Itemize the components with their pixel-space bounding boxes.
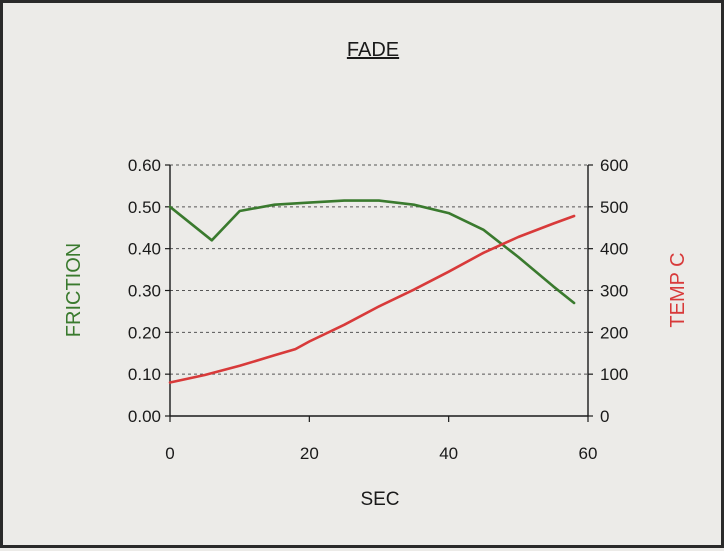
- x-tick-label: 0: [165, 444, 174, 463]
- x-axis-label: SEC: [360, 489, 399, 510]
- y-right-tick-label: 300: [600, 282, 628, 301]
- y-right-tick-label: 400: [600, 240, 628, 259]
- y-left-tick-label: 0.00: [128, 407, 161, 426]
- x-tick-label: 20: [300, 444, 319, 463]
- y-right-tick-label: 200: [600, 323, 628, 342]
- chart-title: FADE: [347, 39, 399, 61]
- y-left-tick-label: 0.10: [128, 365, 161, 384]
- y-right-tick-label: 600: [600, 156, 628, 175]
- y-axis-label-left: FRICTION: [63, 243, 85, 337]
- y-left-tick-label: 0.30: [128, 282, 161, 301]
- y-left-tick-label: 0.50: [128, 198, 161, 217]
- series-lines: [168, 199, 576, 384]
- y-left-tick-label: 0.60: [128, 156, 161, 175]
- x-tick-label: 40: [439, 444, 458, 463]
- x-tick-label: 60: [579, 444, 598, 463]
- y-left-tick-label: 0.20: [128, 323, 161, 342]
- axes: 0.000.100.200.300.400.500.60010020030040…: [128, 156, 628, 463]
- y-right-tick-label: 0: [600, 407, 609, 426]
- y-right-tick-label: 500: [600, 198, 628, 217]
- y-left-tick-label: 0.40: [128, 240, 161, 259]
- fade-chart: FADE 0.000.100.200.300.400.500.600100200…: [63, 39, 689, 510]
- temp-series-line: [168, 214, 576, 384]
- friction-series-line: [168, 199, 576, 305]
- grid-lines: [170, 164, 588, 375]
- y-axis-label-right: TEMP C: [667, 252, 689, 327]
- y-right-tick-label: 100: [600, 365, 628, 384]
